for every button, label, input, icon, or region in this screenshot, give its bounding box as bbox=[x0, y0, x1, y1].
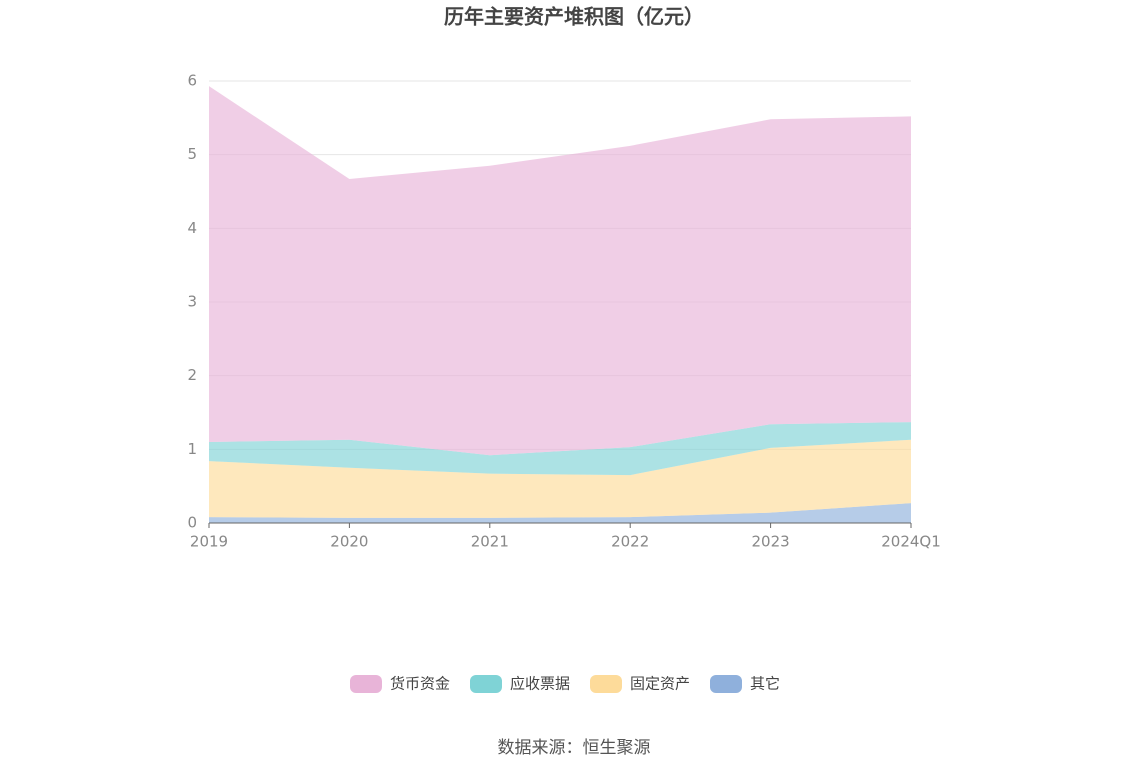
y-tick-label: 6 bbox=[187, 72, 197, 90]
legend-swatch bbox=[590, 675, 622, 693]
y-tick-label: 2 bbox=[187, 366, 197, 384]
legend-swatch bbox=[470, 675, 502, 693]
legend-label: 应收票据 bbox=[510, 675, 570, 693]
y-tick-label: 5 bbox=[187, 145, 197, 163]
legend-label: 货币资金 bbox=[390, 675, 450, 693]
x-tick-label: 2021 bbox=[471, 533, 509, 551]
y-tick-label: 4 bbox=[187, 219, 197, 237]
y-tick-label: 0 bbox=[187, 514, 197, 532]
chart-title: 历年主要资产堆积图（亿元） bbox=[444, 5, 704, 29]
area bbox=[209, 439, 911, 518]
y-tick-label: 3 bbox=[187, 293, 197, 311]
legend-swatch bbox=[350, 675, 382, 693]
area bbox=[209, 503, 911, 523]
x-tick-label: 2019 bbox=[190, 533, 228, 551]
x-tick-label: 2023 bbox=[752, 533, 790, 551]
legend-label: 其它 bbox=[750, 675, 780, 693]
x-tick-label: 2024Q1 bbox=[881, 533, 941, 551]
x-tick-label: 2020 bbox=[330, 533, 368, 551]
legend-swatch bbox=[710, 675, 742, 693]
area bbox=[209, 422, 911, 476]
x-tick-label: 2022 bbox=[611, 533, 649, 551]
source-note: 数据来源：恒生聚源 bbox=[498, 738, 651, 758]
area bbox=[209, 86, 911, 456]
legend-label: 固定资产 bbox=[630, 675, 690, 693]
y-tick-label: 1 bbox=[187, 440, 197, 458]
